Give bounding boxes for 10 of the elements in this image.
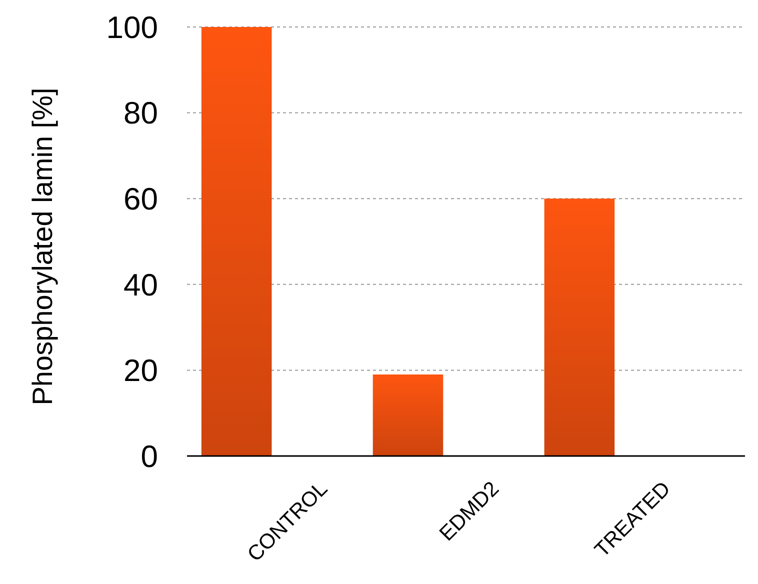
y-tick-label: 20 <box>124 353 158 388</box>
y-axis-title: Phosphorylated lamin [%] <box>27 88 58 406</box>
y-tick-label: 80 <box>124 96 158 131</box>
bar <box>544 198 615 456</box>
y-tick-label: 60 <box>124 181 158 216</box>
bar <box>201 27 272 456</box>
y-tick-label: 0 <box>140 438 158 474</box>
bar <box>372 374 444 456</box>
y-tick-label: 100 <box>106 10 158 45</box>
y-tick-label: 40 <box>124 267 158 302</box>
